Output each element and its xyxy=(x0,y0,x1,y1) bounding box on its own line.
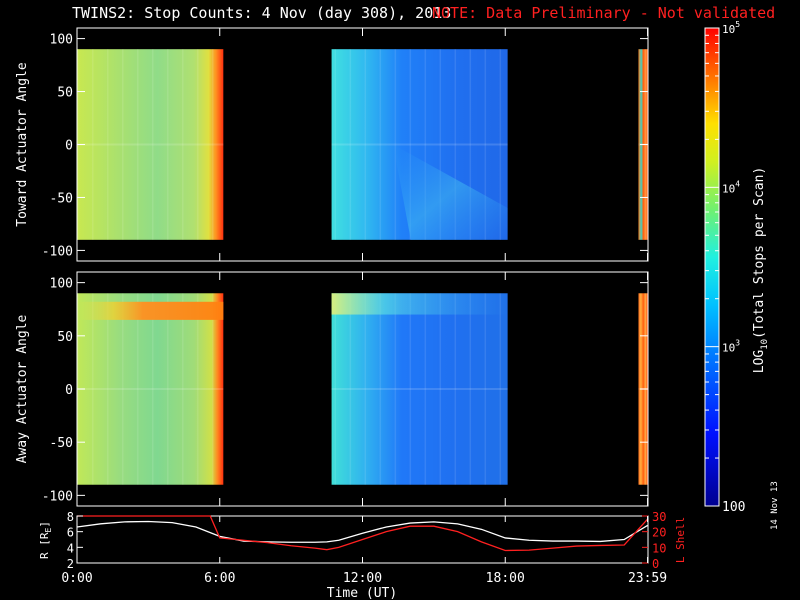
heatmap-segment xyxy=(331,293,508,485)
x-tick-label: 0:00 xyxy=(61,571,92,586)
heatmap-stripe xyxy=(92,293,94,485)
colorbar-label: LOG10(Total Stops per Scan) xyxy=(752,167,770,374)
y-tick-label: 2 xyxy=(67,557,74,571)
figure-title: TWINS2: Stop Counts: 4 Nov (day 308), 20… xyxy=(72,4,452,22)
heatmap-stripe xyxy=(439,49,442,240)
y-tick-label: 50 xyxy=(57,86,73,101)
away-angle-heatmap-panel: 100 50 0 -50 -100 Away Actuator Angle xyxy=(15,271,649,507)
y-tick-label: 0 xyxy=(65,139,73,154)
heatmap-stripe xyxy=(424,293,427,485)
x-tick-label: 23:59 xyxy=(628,571,667,586)
high-count-band xyxy=(77,301,224,320)
heatmap-stripe xyxy=(454,293,457,485)
heatmap-stripe xyxy=(212,293,214,485)
heatmap-stripe xyxy=(167,293,169,485)
colorbar-tick-label: 103 xyxy=(722,339,740,355)
y-tick-label: 6 xyxy=(67,526,74,540)
heatmap-stripe xyxy=(409,293,412,485)
y-axis-label: Toward Actuator Angle xyxy=(15,62,30,227)
lshell-line xyxy=(77,515,649,552)
y-tick-label: 4 xyxy=(67,541,74,555)
x-tick-label: 18:00 xyxy=(486,571,525,586)
heatmap-stripe xyxy=(122,293,124,485)
heatmap-stripe xyxy=(334,293,337,485)
y-tick-label: -100 xyxy=(42,489,73,504)
y-tick-label: -50 xyxy=(50,191,73,206)
heatmap-stripe xyxy=(349,49,352,240)
heatmap-stripe xyxy=(379,49,382,240)
heatmap-stripe xyxy=(424,49,427,240)
heatmap-stripe xyxy=(394,293,397,485)
heatmap-stripe xyxy=(364,49,367,240)
x-tick-label: 12:00 xyxy=(343,571,382,586)
heatmap-stripe xyxy=(484,49,487,240)
y-tick-label: -100 xyxy=(42,244,73,259)
heatmap-stripe xyxy=(499,293,502,485)
y2-tick-label: 10 xyxy=(652,541,666,555)
heatmap-stripe xyxy=(409,49,412,240)
y-tick-label: 100 xyxy=(50,33,73,48)
colorbar-gradient xyxy=(704,27,720,507)
y-tick-label: 8 xyxy=(67,510,74,524)
y2-tick-label: 30 xyxy=(652,510,666,524)
heatmap-stripe xyxy=(137,293,139,485)
heatmap-stripe xyxy=(334,49,337,240)
heatmap-stripe xyxy=(349,293,352,485)
y-axis-label: Away Actuator Angle xyxy=(15,314,30,463)
heatmap-stripe xyxy=(454,49,457,240)
y-tick-label: -50 xyxy=(50,436,73,451)
heatmap-stripe xyxy=(107,49,109,240)
colorbar xyxy=(704,27,720,507)
heatmap-stripe xyxy=(197,49,199,240)
lshell-axis-label: L Shell xyxy=(674,517,687,563)
heatmap-stripe xyxy=(364,293,367,485)
y2-tick-label: 20 xyxy=(652,526,666,540)
colorbar-tick-label: 100 xyxy=(722,500,745,515)
heatmap-stripe xyxy=(212,49,214,240)
radius-line xyxy=(76,520,648,543)
heatmap-stripe xyxy=(107,293,109,485)
x-axis-label: Time (UT) xyxy=(327,586,397,600)
radius-axis-label: R [RE] xyxy=(38,521,53,559)
colorbar-tick-label: 104 xyxy=(722,179,740,195)
diagonal-feature xyxy=(393,144,508,240)
heatmap-stripe xyxy=(499,49,502,240)
preliminary-note: NOTE: Data Preliminary - Not validated xyxy=(432,4,776,22)
heatmap-stripe xyxy=(92,49,94,240)
heatmap-stripe xyxy=(197,293,199,485)
heatmap-stripe xyxy=(469,49,472,240)
heatmap-stripe xyxy=(379,293,382,485)
y-tick-label: 100 xyxy=(50,277,73,292)
heatmap-stripe xyxy=(484,293,487,485)
heatmap-stripe xyxy=(167,49,169,240)
heatmap-stripe xyxy=(469,293,472,485)
colorbar-tick-label: 105 xyxy=(722,20,740,36)
toward-angle-heatmap-panel: 100 50 0 -50 -100 Toward Actuator Angle xyxy=(15,27,649,262)
colorbar-ticks: 105 104 103 100 xyxy=(705,20,745,515)
heatmap-stripe xyxy=(394,49,397,240)
heatmap-stripe xyxy=(439,293,442,485)
heatmap-stripe xyxy=(122,49,124,240)
y2-tick-label: 0 xyxy=(652,557,659,571)
y-tick-label: 0 xyxy=(65,383,73,398)
heatmap-stripe xyxy=(152,293,154,485)
high-count-band xyxy=(331,293,508,315)
heatmap-stripe xyxy=(137,49,139,240)
x-tick-label: 6:00 xyxy=(204,571,235,586)
heatmap-stripe xyxy=(182,293,184,485)
date-stamp: 14 Nov 13 xyxy=(770,481,780,530)
heatmap-stripe xyxy=(182,49,184,240)
y-tick-label: 50 xyxy=(57,330,73,345)
heatmap-stripe xyxy=(152,49,154,240)
heatmap-segment xyxy=(77,49,224,240)
heatmap-segment xyxy=(77,293,224,485)
